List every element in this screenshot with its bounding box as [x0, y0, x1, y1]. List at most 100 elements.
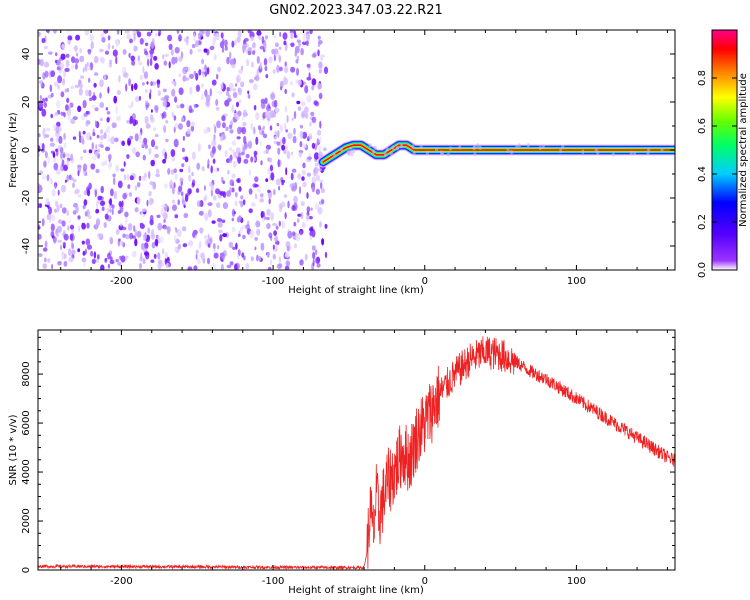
- noise-speck: [178, 56, 183, 62]
- noise-speck: [195, 40, 200, 47]
- noise-speck: [66, 97, 70, 104]
- noise-speck: [117, 210, 122, 214]
- ridge-band: [322, 144, 675, 163]
- noise-speck: [173, 168, 177, 174]
- noise-speck: [293, 202, 298, 211]
- noise-speck: [302, 181, 307, 188]
- ridge-speck: [371, 149, 375, 155]
- noise-speck: [242, 199, 246, 206]
- noise-speck: [50, 70, 56, 78]
- noise-speck: [281, 220, 285, 229]
- noise-speck: [54, 208, 57, 213]
- noise-speck: [65, 59, 70, 67]
- noise-speck: [274, 136, 278, 140]
- noise-speck: [217, 221, 223, 228]
- noise-speck: [132, 147, 137, 155]
- noise-speck: [302, 41, 307, 46]
- noise-speck: [59, 203, 63, 209]
- noise-speck: [242, 121, 247, 127]
- noise-speck: [293, 221, 297, 227]
- noise-speck: [189, 73, 194, 79]
- noise-speck: [62, 241, 66, 247]
- noise-speck: [178, 123, 183, 130]
- noise-speck: [255, 112, 260, 120]
- noise-speck: [260, 101, 266, 109]
- noise-speck: [319, 136, 322, 144]
- noise-speck: [263, 216, 266, 220]
- x-tick-label: 100: [567, 276, 586, 287]
- noise-speck: [198, 210, 204, 216]
- noise-speck: [75, 52, 79, 57]
- noise-speck: [106, 207, 110, 215]
- noise-speck: [164, 252, 168, 259]
- noise-speck: [93, 251, 97, 259]
- noise-speck: [67, 35, 73, 41]
- noise-speck: [207, 67, 210, 75]
- noise-speck: [324, 251, 328, 259]
- noise-speck: [56, 99, 61, 109]
- noise-speck: [256, 56, 260, 64]
- noise-speck: [123, 174, 127, 181]
- noise-speck: [119, 222, 123, 227]
- noise-speck: [265, 74, 269, 79]
- noise-speck: [51, 264, 54, 270]
- noise-speckle: [38, 30, 329, 270]
- noise-speck: [178, 73, 182, 77]
- noise-speck: [50, 113, 53, 119]
- noise-speck: [311, 245, 316, 251]
- noise-speck: [109, 208, 112, 213]
- noise-speck: [276, 141, 281, 146]
- noise-speck: [53, 81, 59, 87]
- noise-speck: [124, 30, 130, 34]
- noise-speck: [121, 200, 124, 207]
- noise-speck: [282, 32, 288, 40]
- noise-speck: [290, 42, 295, 48]
- noise-speck: [202, 258, 206, 264]
- y-tick-label: 0: [21, 567, 32, 573]
- noise-speck: [213, 133, 216, 141]
- noise-speck: [149, 219, 154, 226]
- noise-speck: [298, 151, 302, 158]
- noise-speck: [100, 134, 104, 141]
- noise-speck: [217, 245, 220, 250]
- noise-speck: [81, 240, 85, 245]
- noise-speck: [50, 137, 54, 142]
- noise-speck: [190, 125, 195, 132]
- noise-speck: [162, 212, 168, 220]
- x-tick-label: -100: [262, 276, 285, 287]
- noise-speck: [293, 195, 298, 204]
- noise-speck: [38, 233, 42, 240]
- ridge-speck: [561, 144, 565, 150]
- noise-speck: [104, 257, 108, 262]
- ridge-speck: [389, 151, 393, 156]
- noise-speck: [128, 104, 132, 109]
- noise-speck: [278, 220, 281, 227]
- ridge-speck: [347, 150, 351, 155]
- x-tick-label: -200: [110, 276, 133, 287]
- noise-speck: [70, 64, 74, 70]
- noise-speck: [119, 255, 122, 260]
- noise-speck: [295, 79, 299, 84]
- noise-speck: [253, 104, 257, 111]
- noise-speck: [93, 82, 97, 88]
- noise-speck: [229, 129, 234, 134]
- noise-speck: [182, 67, 189, 71]
- noise-speck: [143, 37, 147, 43]
- noise-speck: [272, 253, 276, 260]
- noise-speck: [207, 257, 210, 265]
- noise-speck: [291, 117, 294, 121]
- noise-speck: [238, 215, 242, 221]
- noise-speck: [111, 208, 114, 215]
- noise-speck: [289, 183, 293, 188]
- noise-speck: [116, 30, 120, 35]
- noise-speck: [293, 127, 296, 135]
- noise-speck: [237, 254, 240, 260]
- noise-speck: [173, 126, 176, 133]
- noise-speck: [238, 99, 242, 103]
- noise-speck: [304, 85, 309, 94]
- noise-speck: [297, 40, 302, 48]
- noise-speck: [60, 184, 67, 193]
- noise-speck: [195, 249, 199, 255]
- ridge-speck: [538, 145, 542, 151]
- colorbar-tick-label: 0.4: [697, 166, 708, 182]
